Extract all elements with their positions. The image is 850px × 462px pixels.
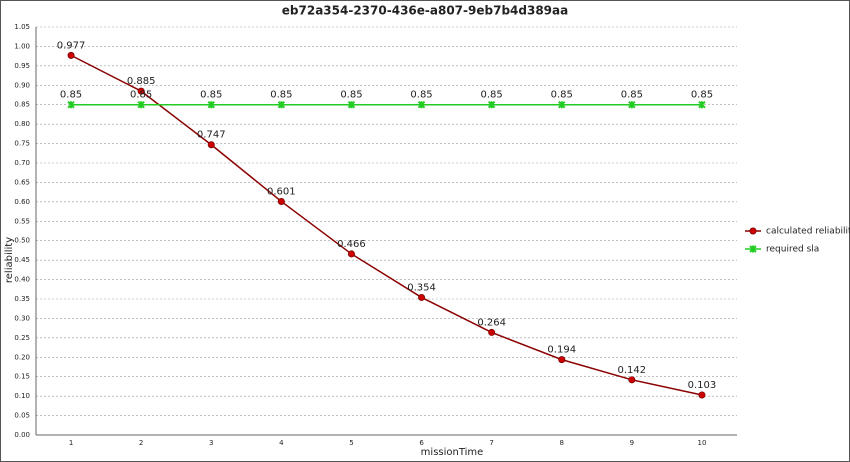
- point: [487, 101, 496, 109]
- y-tick-label: 0.25: [14, 334, 30, 342]
- y-tick-label: 0.00: [14, 431, 30, 439]
- data-label: 0.103: [688, 380, 717, 391]
- data-label: 0.747: [197, 130, 226, 141]
- legend-label: required sla: [766, 245, 819, 255]
- data-label: 0.885: [127, 76, 156, 87]
- y-tick-label: 0.20: [14, 353, 30, 361]
- y-tick-label: 0.40: [14, 276, 30, 284]
- y-tick-label: 0.60: [14, 198, 30, 206]
- point: [558, 356, 566, 364]
- point: [628, 101, 636, 109]
- x-tick-label: 9: [630, 439, 634, 447]
- data-label: 0.85: [551, 90, 573, 101]
- data-label: 0.85: [410, 90, 432, 101]
- y-tick-label: 0.30: [14, 314, 30, 322]
- y-tick-label: 0.80: [14, 120, 30, 128]
- point: [137, 101, 145, 109]
- chart-title: eb72a354-2370-436e-a807-9eb7b4d389aa: [282, 4, 568, 18]
- y-tick-label: 0.55: [14, 217, 30, 225]
- point: [137, 87, 145, 95]
- point: [558, 101, 566, 109]
- legend-label: calculated reliability: [766, 227, 850, 237]
- x-tick-label: 7: [489, 439, 493, 447]
- y-tick-label: 0.75: [14, 140, 30, 148]
- y-tick-label: 0.15: [14, 373, 30, 381]
- data-label: 0.466: [337, 239, 366, 250]
- data-label: 0.85: [621, 90, 643, 101]
- y-tick-label: 0.85: [14, 101, 30, 109]
- y-axis-label: reliability: [4, 237, 15, 283]
- data-label: 0.264: [477, 317, 506, 328]
- x-tick-label: 5: [349, 439, 353, 447]
- x-tick-label: 2: [139, 439, 143, 447]
- y-tick-label: 0.35: [14, 295, 30, 303]
- x-tick-label: 3: [209, 439, 213, 447]
- data-label: 0.601: [267, 186, 296, 197]
- x-tick-label: 10: [697, 439, 706, 447]
- point: [207, 101, 215, 109]
- data-label: 0.354: [407, 282, 436, 293]
- data-label: 0.85: [340, 90, 362, 101]
- point: [67, 51, 75, 59]
- y-tick-label: 1.05: [14, 23, 30, 31]
- point: [488, 328, 496, 336]
- point: [347, 101, 356, 109]
- data-label: 0.85: [130, 90, 152, 101]
- point: [277, 197, 285, 205]
- y-tick-label: 0.05: [14, 412, 30, 420]
- point: [207, 141, 215, 149]
- x-tick-label: 6: [419, 439, 424, 447]
- data-label: 0.85: [270, 90, 292, 101]
- legend-marker: [749, 245, 757, 253]
- x-tick-label: 4: [279, 439, 284, 447]
- y-tick-label: 0.90: [14, 81, 30, 89]
- data-label: 0.977: [57, 40, 86, 51]
- y-tick-label: 0.10: [14, 392, 30, 400]
- data-label: 0.85: [481, 90, 503, 101]
- x-tick-label: 1: [69, 439, 73, 447]
- point: [418, 293, 426, 301]
- y-tick-label: 1.00: [14, 42, 30, 50]
- point: [628, 376, 636, 384]
- y-tick-label: 0.45: [14, 256, 30, 264]
- point: [698, 101, 706, 109]
- point: [347, 250, 355, 258]
- data-label: 0.142: [618, 365, 647, 376]
- series-line: [70, 54, 703, 396]
- x-axis-label: missionTime: [421, 447, 484, 458]
- point: [67, 101, 75, 109]
- y-tick-label: 0.95: [14, 62, 30, 70]
- y-tick-label: 0.65: [14, 178, 30, 186]
- point: [277, 101, 286, 109]
- data-label: 0.194: [547, 345, 576, 356]
- data-label: 0.85: [60, 90, 82, 101]
- y-tick-label: 0.70: [14, 159, 30, 167]
- point: [417, 101, 426, 109]
- data-label: 0.85: [691, 90, 713, 101]
- legend-marker: [749, 227, 757, 235]
- x-tick-label: 8: [560, 439, 564, 447]
- point: [698, 391, 706, 399]
- y-tick-label: 0.50: [14, 237, 30, 245]
- data-label: 0.85: [200, 90, 222, 101]
